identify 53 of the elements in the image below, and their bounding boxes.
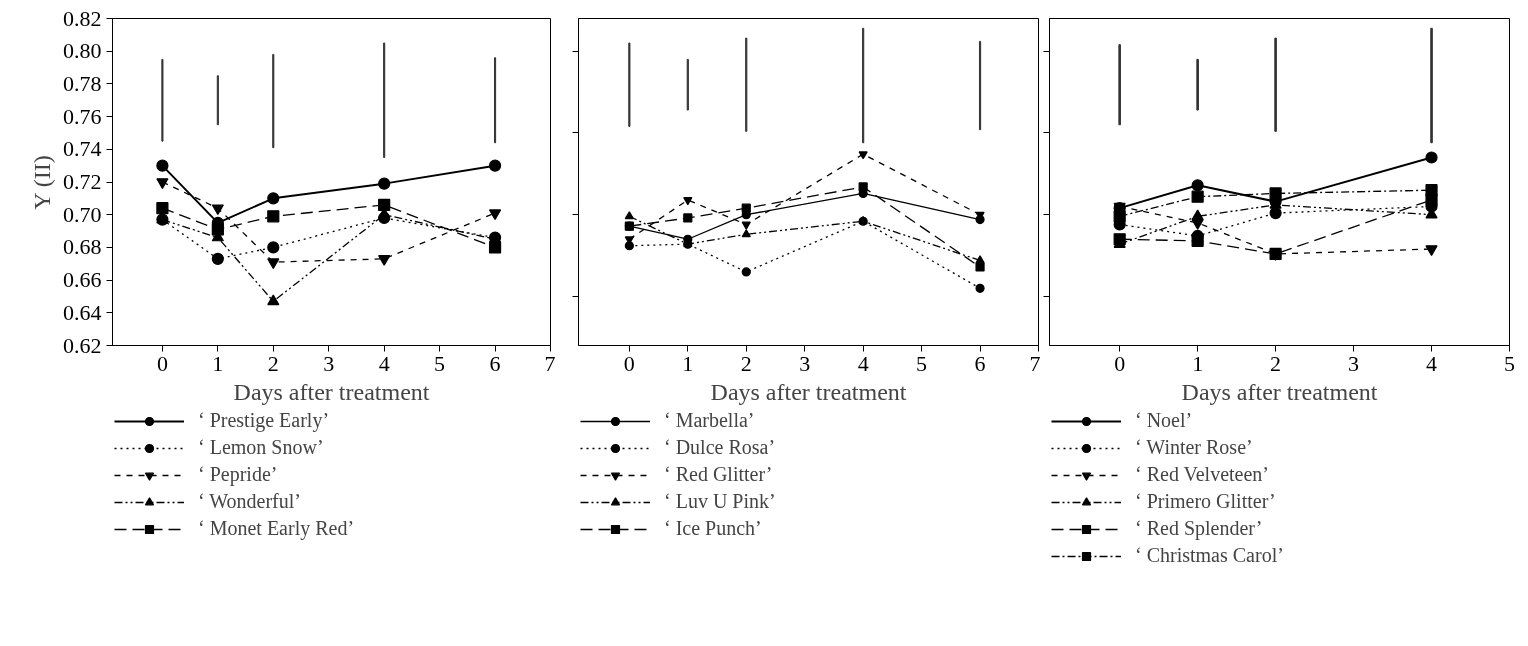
- y-tick-label: 0.62: [63, 332, 102, 358]
- x-tick-label: 0: [623, 350, 635, 376]
- y-tick-label: 0.66: [63, 267, 102, 293]
- legend-label: ‘ Monet Early Red’: [198, 517, 355, 540]
- x-tick-label: 5: [434, 350, 446, 376]
- legend-label: ‘ Dulce Rosa’: [664, 436, 776, 459]
- y-tick-label: 0.80: [63, 38, 102, 64]
- x-tick-label: 5: [916, 350, 928, 376]
- y-axis-title: Y (II): [29, 155, 55, 210]
- legend-label: ‘ Christmas Carol’: [1135, 544, 1284, 567]
- legend-label: ‘ Winter Rose’: [1135, 436, 1253, 459]
- legend-label: ‘ Red Velveteen’: [1135, 463, 1270, 486]
- x-tick-label: 2: [267, 350, 279, 376]
- legend-label: ‘ Pepride’: [198, 463, 278, 486]
- legend-label: ‘ Red Splender’: [1135, 517, 1263, 540]
- y-tick-label: 0.68: [63, 234, 102, 260]
- legend-label: ‘ Luv U Pink’: [664, 490, 776, 513]
- x-tick-label: 4: [857, 350, 869, 376]
- x-tick-label: 1: [212, 350, 224, 376]
- x-tick-label: 3: [1348, 350, 1360, 376]
- x-tick-label: 4: [1426, 350, 1438, 376]
- y-tick-label: 0.72: [63, 169, 102, 194]
- legend-label: ‘ Red Glitter’: [664, 463, 773, 486]
- legend-label: ‘ Noel’: [1135, 409, 1193, 432]
- x-tick-label: 4: [378, 350, 390, 376]
- x-axis-title: Days after treatment: [1181, 378, 1378, 405]
- y-tick-label: 0.64: [63, 299, 102, 325]
- x-tick-label: 7: [1029, 350, 1041, 376]
- x-tick-label: 7: [544, 350, 556, 376]
- x-axis-title: Days after treatment: [233, 378, 430, 405]
- y-tick-label: 0.82: [63, 5, 102, 31]
- x-tick-label: 1: [1192, 350, 1204, 376]
- x-tick-label: 5: [1504, 350, 1515, 376]
- legend-label: ‘ Ice Punch’: [664, 517, 762, 540]
- x-tick-label: 3: [799, 350, 811, 376]
- y-tick-label: 0.76: [63, 103, 102, 129]
- x-tick-label: 3: [323, 350, 335, 376]
- x-tick-label: 0: [156, 350, 168, 376]
- legend-label: ‘ Prestige Early’: [198, 409, 330, 432]
- legend-label: ‘ Marbella’: [664, 409, 755, 432]
- x-axis-title: Days after treatment: [710, 378, 907, 405]
- x-tick-label: 6: [974, 350, 986, 376]
- y-tick-label: 0.78: [63, 70, 102, 96]
- x-tick-label: 0: [1114, 350, 1126, 376]
- y-tick-label: 0.70: [63, 201, 102, 227]
- x-tick-label: 2: [740, 350, 752, 376]
- x-tick-label: 1: [682, 350, 694, 376]
- x-tick-label: 2: [1270, 350, 1282, 376]
- legend-label: ‘ Lemon Snow’: [198, 436, 324, 459]
- legend-label: ‘ Wonderful’: [198, 490, 301, 513]
- legend-label: ‘ Primero Glitter’: [1135, 490, 1276, 513]
- x-tick-label: 6: [489, 350, 501, 376]
- y-tick-label: 0.74: [63, 136, 102, 162]
